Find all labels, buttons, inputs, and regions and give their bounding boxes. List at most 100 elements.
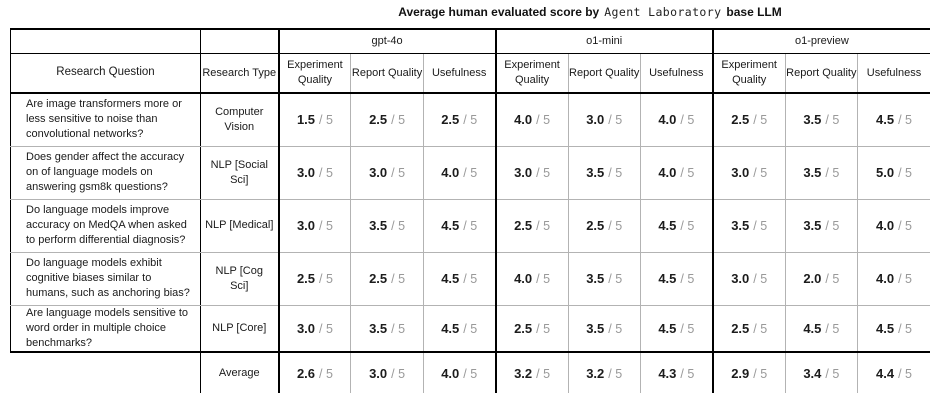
score-cell: 3.5/ 5 <box>785 93 859 147</box>
header-experiment-quality: Experiment Quality <box>495 53 569 94</box>
score-denominator: / 5 <box>753 366 768 381</box>
score-cell: 4.0/ 5 <box>640 146 714 200</box>
title-agent-laboratory: Agent Laboratory <box>604 5 722 19</box>
score-denominator: / 5 <box>391 219 406 233</box>
score-value: 4.0 <box>658 165 677 180</box>
score-denominator: / 5 <box>825 219 840 233</box>
score-denominator: / 5 <box>319 321 333 336</box>
research-question-cell: Are language models sensitive to word or… <box>10 305 201 353</box>
score-denominator: / 5 <box>391 166 406 180</box>
score-value: 4.0 <box>658 112 677 128</box>
score-cell: 3.0/ 5 <box>278 199 352 253</box>
score-value: 3.5 <box>586 320 605 336</box>
research-type-cell: NLP [Social Sci] <box>200 146 280 200</box>
score-denominator: / 5 <box>391 272 406 286</box>
score-cell: 3.0/ 5 <box>495 146 569 200</box>
score-value: 4.3 <box>658 365 677 381</box>
score-denominator: / 5 <box>898 219 912 233</box>
average-row: Average 2.6/ 5 3.0/ 5 4.0/ 5 3.2/ 5 3.2/… <box>10 352 931 393</box>
score-denominator: / 5 <box>608 219 623 233</box>
score-value: 2.5 <box>369 112 388 128</box>
score-value: 2.5 <box>731 112 750 128</box>
score-denominator: / 5 <box>391 366 406 381</box>
score-value: 4.5 <box>876 320 895 336</box>
score-denominator: / 5 <box>753 113 768 128</box>
score-value: 4.5 <box>658 218 677 233</box>
score-value: 3.5 <box>369 320 388 336</box>
score-cell: 2.0/ 5 <box>785 252 859 306</box>
score-value: 2.9 <box>731 365 750 381</box>
score-cell: 2.5/ 5 <box>712 305 786 353</box>
score-value: 4.5 <box>441 271 460 286</box>
score-denominator: / 5 <box>319 219 333 233</box>
score-value: 2.5 <box>369 271 388 286</box>
score-denominator: / 5 <box>898 321 912 336</box>
score-denominator: / 5 <box>608 272 623 286</box>
header-usefulness: Usefulness <box>857 53 930 94</box>
score-cell: 3.0/ 5 <box>350 146 424 200</box>
score-cell: 4.0/ 5 <box>495 252 569 306</box>
score-denominator: / 5 <box>536 272 551 286</box>
score-value: 2.6 <box>296 365 316 381</box>
score-cell: 3.0/ 5 <box>568 93 641 147</box>
score-denominator: / 5 <box>898 272 912 286</box>
score-cell: 3.2/ 5 <box>568 352 641 393</box>
score-denominator: / 5 <box>536 219 551 233</box>
score-denominator: / 5 <box>753 219 768 233</box>
score-cell: 2.5/ 5 <box>568 199 641 253</box>
score-denominator: / 5 <box>680 166 695 180</box>
score-denominator: / 5 <box>680 272 695 286</box>
score-value: 3.5 <box>803 112 822 128</box>
title-suffix: base LLM <box>726 5 782 19</box>
score-denominator: / 5 <box>536 113 551 128</box>
score-denominator: / 5 <box>825 166 840 180</box>
figure-title: Average human evaluated score by Agent La… <box>244 5 936 19</box>
header-usefulness: Usefulness <box>640 53 714 94</box>
score-denominator: / 5 <box>680 113 695 128</box>
table-row: Are language models sensitive to word or… <box>10 305 930 353</box>
score-denominator: / 5 <box>898 113 912 128</box>
score-cell: 2.5/ 5 <box>350 93 424 147</box>
score-cell: 3.4/ 5 <box>785 352 859 393</box>
score-value: 2.5 <box>514 218 533 233</box>
header-usefulness: Usefulness <box>423 53 497 94</box>
research-question-cell: Do language models improve accuracy on M… <box>10 199 201 253</box>
table-row: Does gender affect the accuracy on of la… <box>10 146 930 200</box>
score-denominator: / 5 <box>463 366 478 381</box>
average-empty-cell <box>10 352 201 393</box>
score-value: 3.0 <box>731 271 750 286</box>
research-question-cell: Does gender affect the accuracy on of la… <box>10 146 201 200</box>
score-denominator: / 5 <box>898 166 912 180</box>
score-cell: 3.5/ 5 <box>350 305 424 353</box>
score-cell: 4.5/ 5 <box>785 305 859 353</box>
score-value: 4.5 <box>803 320 822 336</box>
header-report-quality: Report Quality <box>785 53 859 94</box>
header-research-type: Research Type <box>200 53 280 94</box>
score-value: 3.0 <box>296 218 316 233</box>
score-cell: 4.5/ 5 <box>640 305 714 353</box>
average-label-cell: Average <box>200 352 280 393</box>
corner-cell-question <box>10 28 201 54</box>
score-cell: 2.5/ 5 <box>495 305 569 353</box>
header-experiment-quality: Experiment Quality <box>278 53 352 94</box>
score-cell: 4.0/ 5 <box>857 252 930 306</box>
score-cell: 4.5/ 5 <box>423 252 497 306</box>
score-cell: 3.5/ 5 <box>350 199 424 253</box>
score-denominator: / 5 <box>680 219 695 233</box>
score-value: 4.0 <box>876 271 895 286</box>
score-cell: 3.5/ 5 <box>785 146 859 200</box>
header-research-question: Research Question <box>10 53 201 94</box>
score-cell: 4.0/ 5 <box>640 93 714 147</box>
score-cell: 3.5/ 5 <box>568 252 641 306</box>
score-cell: 2.5/ 5 <box>350 252 424 306</box>
column-header-row: Research Question Research Type Experime… <box>10 53 930 94</box>
score-cell: 4.4/ 5 <box>858 352 931 393</box>
score-value: 3.5 <box>586 165 605 180</box>
group-header-o1-mini: o1-mini <box>495 28 714 54</box>
score-cell: 3.5/ 5 <box>712 199 786 253</box>
score-cell: 4.0/ 5 <box>423 146 497 200</box>
score-denominator: / 5 <box>608 321 623 336</box>
research-type-cell: NLP [Core] <box>200 305 280 353</box>
research-type-cell: NLP [Medical] <box>200 199 280 253</box>
